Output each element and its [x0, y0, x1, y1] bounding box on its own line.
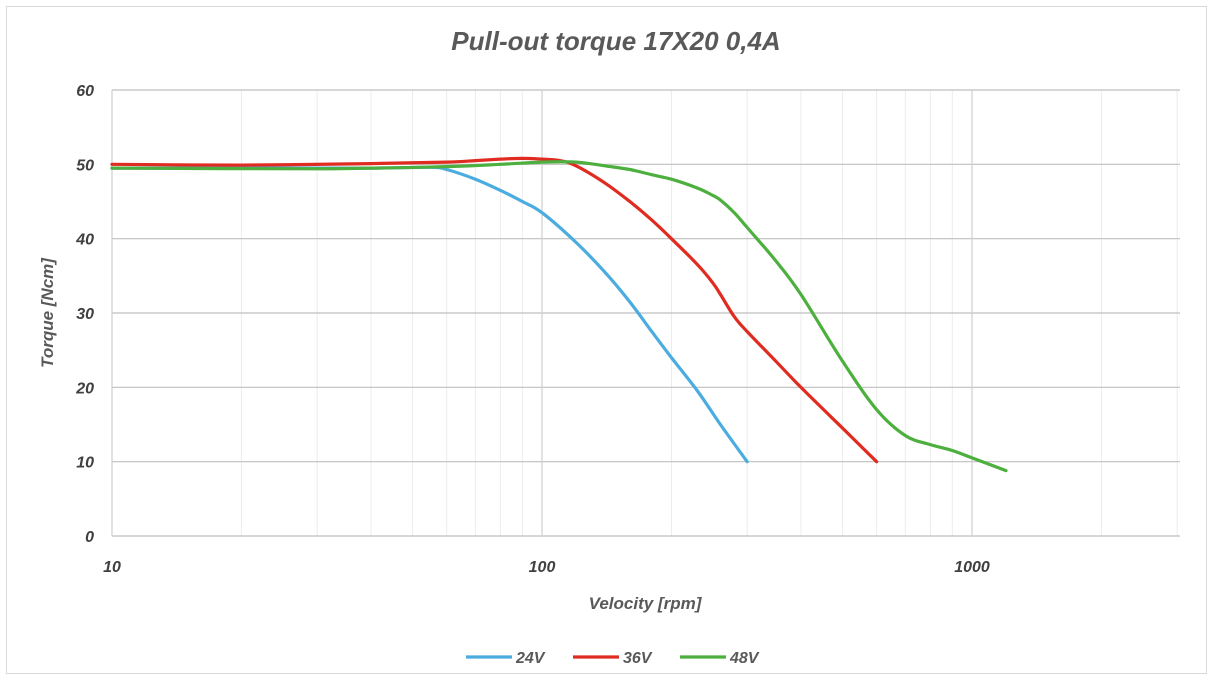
y-tick-label: 60: [76, 83, 94, 100]
major-grid: [111, 89, 1180, 537]
chart-title: Pull-out torque 17X20 0,4A: [451, 26, 780, 56]
y-tick-label: 50: [76, 157, 94, 174]
x-axis-ticks: 10 100 1000: [103, 559, 990, 576]
y-tick-label: 40: [75, 232, 94, 249]
y-tick-label: 10: [76, 455, 94, 472]
legend-label-36v: 36V: [623, 650, 653, 667]
series-line-24v: [110, 165, 749, 464]
chart-frame: [6, 6, 1207, 674]
series-line-36v: [110, 156, 879, 464]
x-tick-label: 1000: [954, 559, 990, 576]
x-tick-label: 10: [103, 559, 121, 576]
legend: 24V 36V 48V: [466, 650, 760, 667]
legend-label-24v: 24V: [515, 650, 546, 667]
y-tick-label: 20: [75, 380, 94, 397]
y-axis-ticks: 0 10 20 30 40 50 60: [75, 83, 94, 546]
y-tick-label: 30: [76, 306, 94, 323]
y-axis-label: Torque [Ncm]: [38, 257, 57, 368]
x-axis-label: Velocity [rpm]: [589, 594, 703, 613]
x-tick-label: 100: [529, 559, 556, 576]
series-lines: [110, 156, 1008, 473]
legend-label-48v: 48V: [729, 650, 760, 667]
series-line-48v: [110, 160, 1008, 473]
y-tick-label: 0: [85, 529, 94, 546]
